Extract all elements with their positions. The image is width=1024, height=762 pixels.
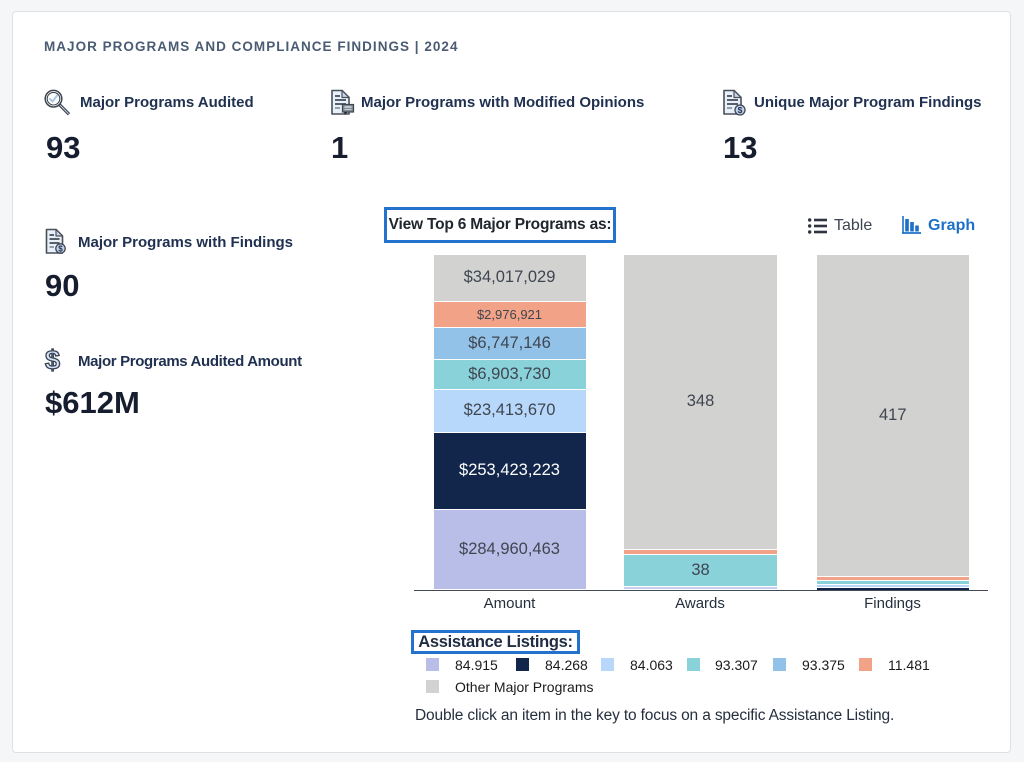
svg-text:$: $: [738, 105, 743, 115]
svg-text:$: $: [58, 245, 63, 254]
